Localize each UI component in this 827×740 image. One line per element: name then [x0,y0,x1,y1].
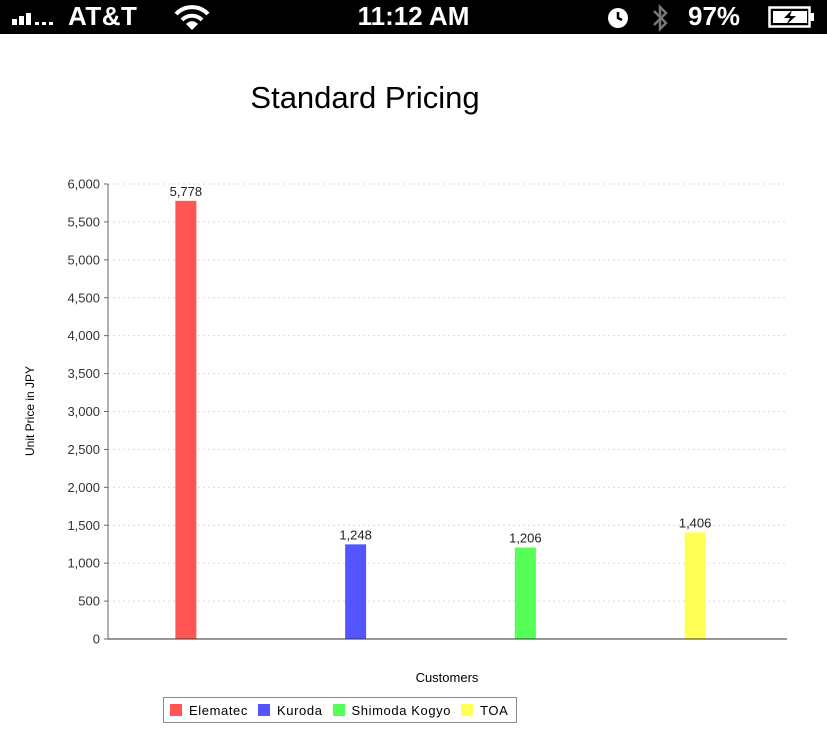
y-tick-label: 500 [78,594,100,609]
legend-swatch [461,704,474,716]
legend-label: TOA [480,702,509,718]
y-tick-label: 4,000 [67,328,100,343]
y-tick-label: 3,000 [67,404,100,419]
y-tick-label: 6,000 [67,177,100,192]
legend-item: Kuroda [258,703,323,718]
legend-label: Kuroda [277,702,323,718]
y-tick-label: 2,000 [67,480,100,495]
bar-kuroda [345,544,367,639]
status-time: 11:12 AM [357,1,470,31]
bar-shimoda-kogyo [514,547,536,639]
chart-legend: Elematec Kuroda Shimoda Kogyo TOA [163,697,518,723]
carrier-name: AT&T [68,1,138,31]
bar-elematec [175,200,197,639]
legend-item: TOA [461,703,508,718]
wifi-icon [172,3,212,36]
y-tick-label: 0 [93,632,100,647]
y-ticks: 0 500 1,000 1,500 2,000 2,500 3,000 3,500 4,000 4… [67,177,108,647]
bar-value-label: 5,778 [170,184,203,199]
chart-title: Standard Pricing [250,80,480,115]
status-bar: AT&T 11:12 AM 97% [0,0,827,34]
legend-label: Shimoda Kogyo [351,702,452,718]
legend-swatch [170,704,182,716]
battery-charging-icon [768,6,816,33]
legend-swatch [332,704,345,716]
bar-value-label: 1,248 [339,527,372,542]
bar-value-label: 1,406 [679,515,712,530]
grid-lines [108,183,787,602]
bar-toa [684,532,706,639]
y-tick-label: 3,500 [67,366,100,381]
y-tick-label: 1,000 [67,556,100,571]
bars [175,200,706,639]
signal-icon [12,13,58,25]
y-tick-label: 2,500 [67,442,100,457]
value-labels: 5,778 1,248 1,206 1,406 [170,184,712,546]
battery-percent: 97% [688,1,741,31]
legend-label: Elematec [189,702,248,718]
y-tick-label: 5,500 [67,214,100,229]
y-tick-label: 4,500 [67,290,100,305]
legend-item: Elematec [170,703,248,718]
y-tick-label: 1,500 [67,518,100,533]
bluetooth-icon [650,3,670,38]
y-tick-label: 5,000 [67,252,100,267]
x-axis-title: Customers [416,670,479,685]
bar-value-label: 1,206 [509,531,542,546]
legend-item: Shimoda Kogyo [332,702,452,718]
y-axis-title: Unit Price in JPY [23,366,37,456]
clock-icon [607,7,629,34]
legend-swatch [258,704,270,716]
